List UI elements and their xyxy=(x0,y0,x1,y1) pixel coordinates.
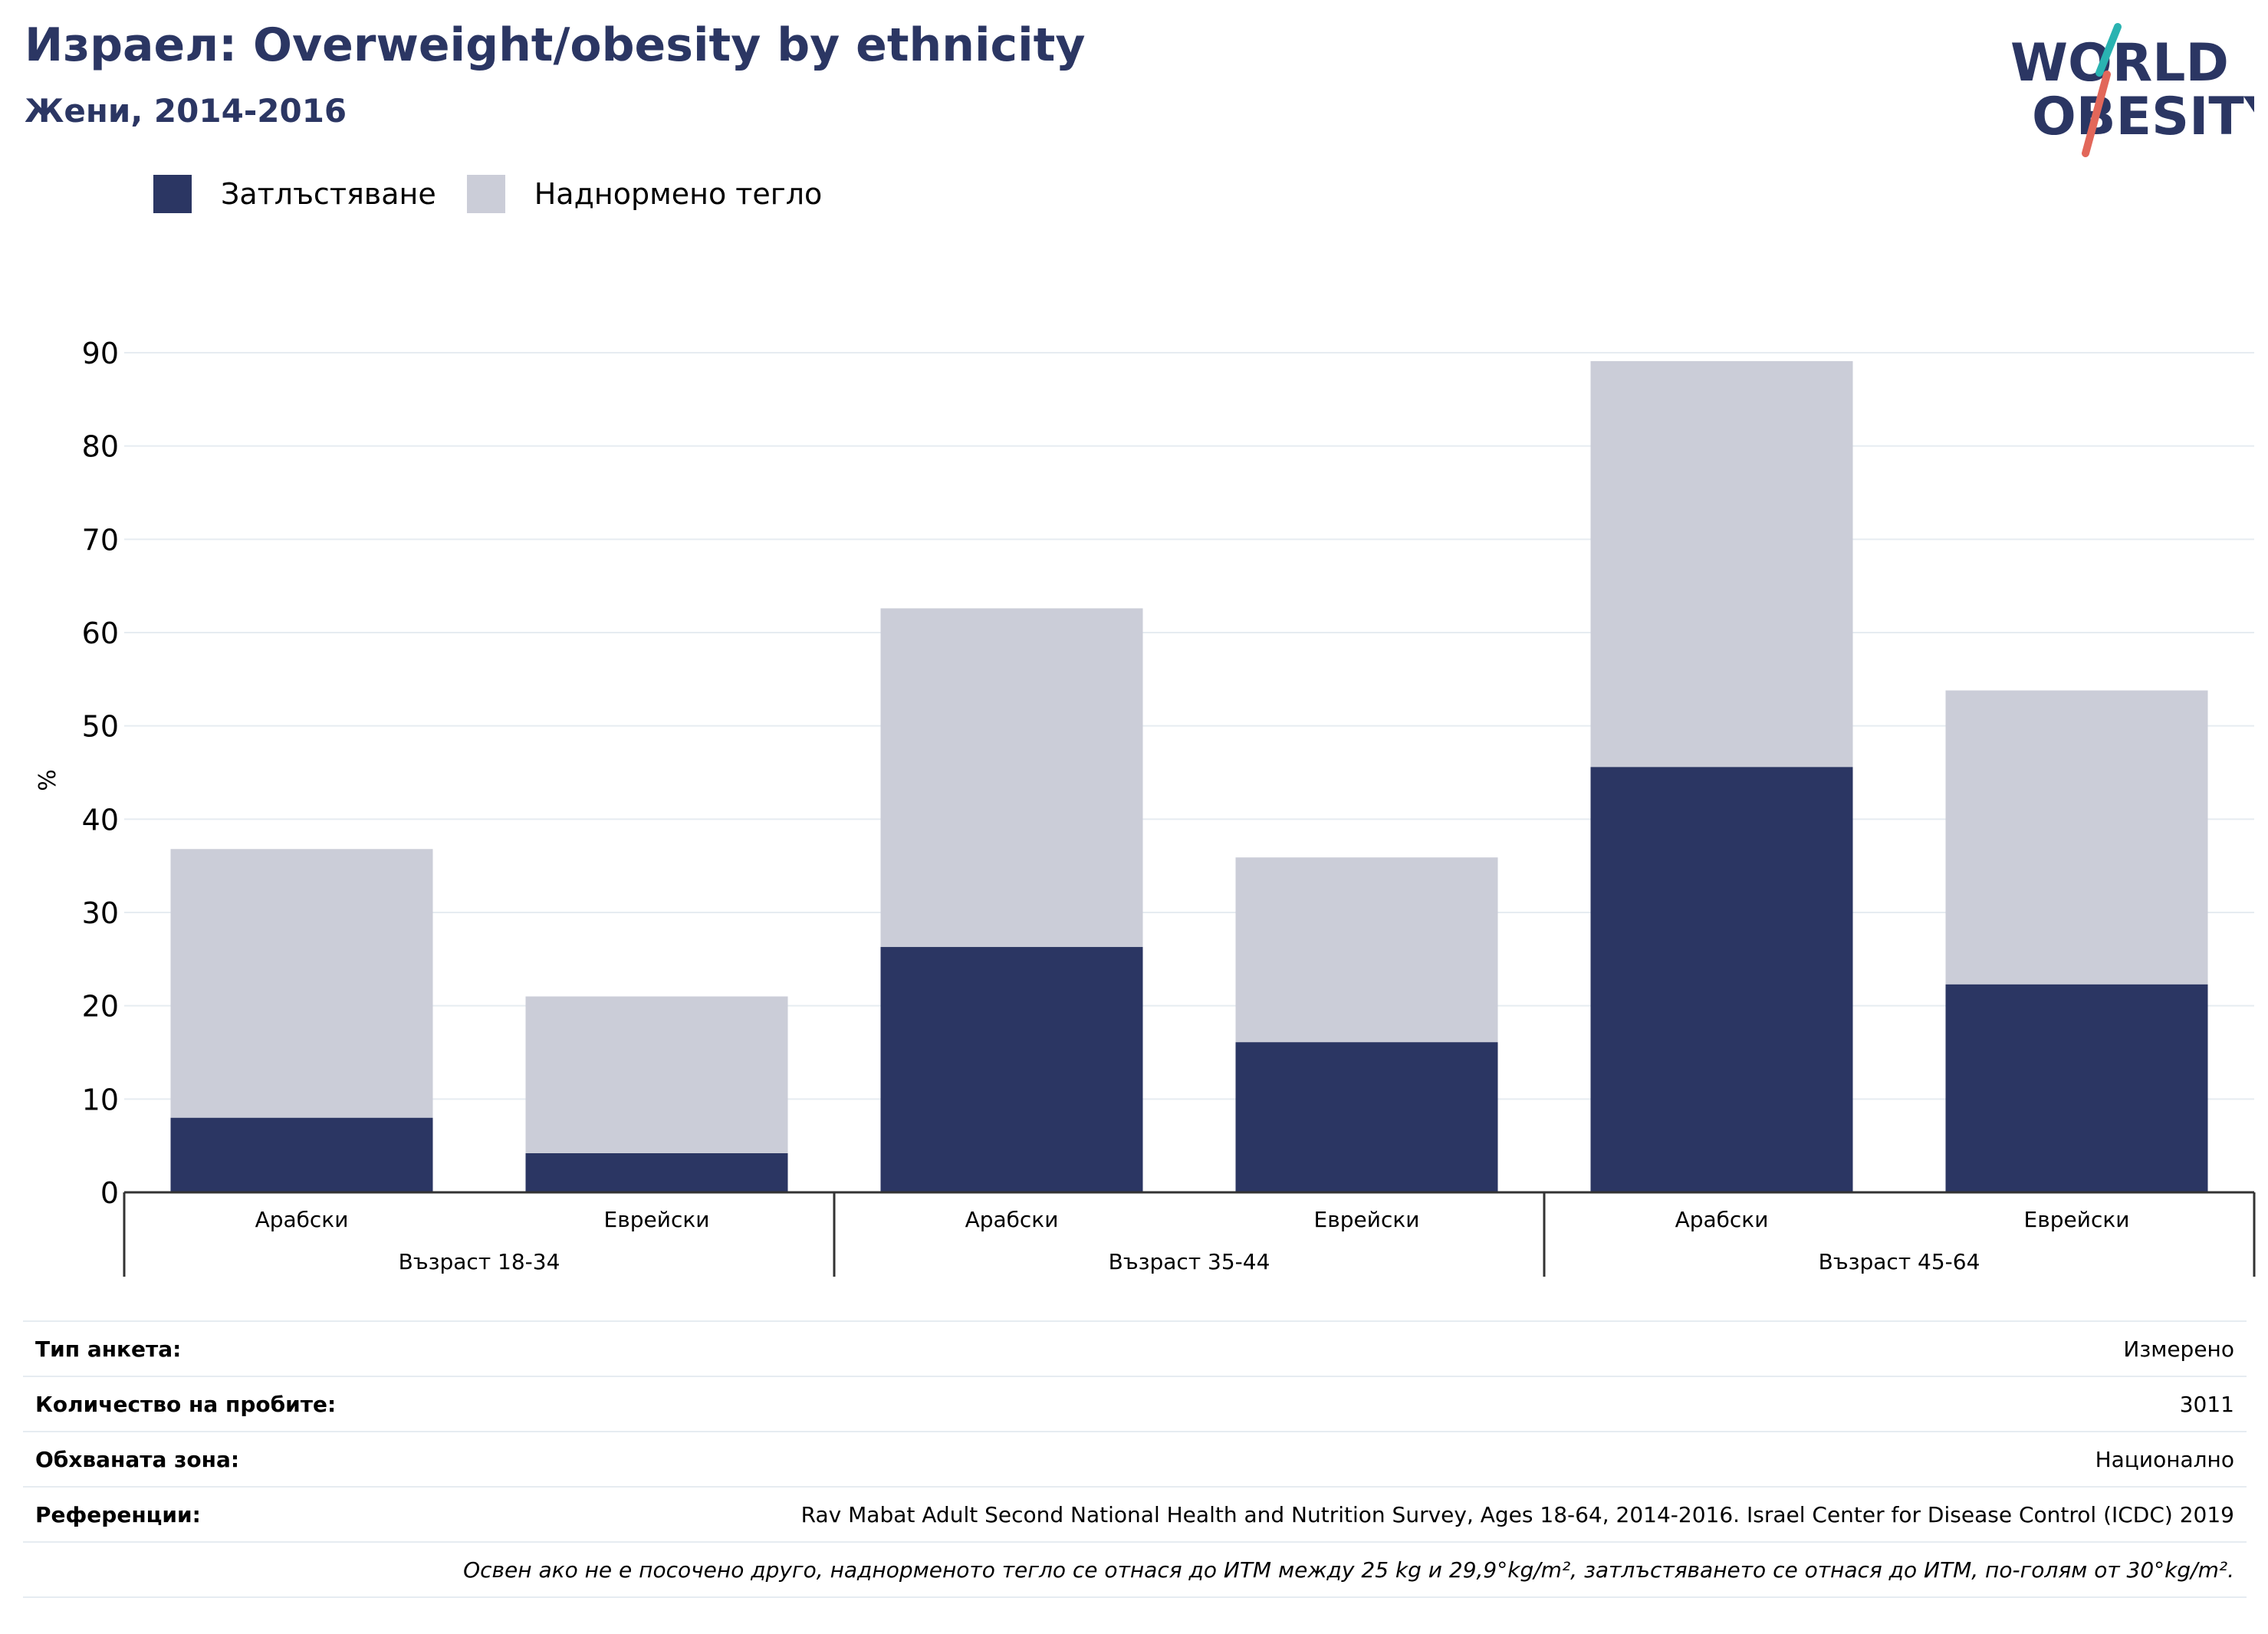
chart-title: Израел: Overweight/obesity by ethnicity xyxy=(25,18,1086,72)
logo-accent-teal xyxy=(2095,23,2122,77)
bar-chart: 0 10 20 30 40 50 60 70 80 90% Арабски Еврейски Арабс… xyxy=(35,337,2256,1277)
group-label: Възраст 45-64 xyxy=(1819,1249,1980,1274)
info-row-survey-type: Тип анкета: Измерено xyxy=(23,1320,2247,1376)
y-tick-label: 90 xyxy=(82,337,119,370)
info-note: Освен ако не е посочено друго, наднормен… xyxy=(463,1557,2234,1583)
legend-swatch-obesity xyxy=(153,175,192,213)
y-tick-label: 50 xyxy=(82,710,119,744)
group-label: Възраст 18-34 xyxy=(399,1249,560,1274)
legend-label-overweight: Наднормено тегло xyxy=(534,177,823,211)
y-axis-label: % xyxy=(35,769,61,791)
group-label: Възраст 35-44 xyxy=(1109,1249,1270,1274)
world-obesity-logo: WORLD OBESITY xyxy=(2010,23,2254,157)
logo-line2: OBESITY xyxy=(2032,87,2254,147)
info-value-references: Rav Mabat Adult Second National Health a… xyxy=(800,1501,2234,1527)
y-tick-label: 20 xyxy=(82,990,119,1024)
bar-overweight xyxy=(1590,360,1853,768)
info-key-references: Референции: xyxy=(35,1501,201,1527)
y-tick-label: 40 xyxy=(82,803,119,837)
chart-legend: Затлъстяване Наднормено тегло xyxy=(153,175,853,213)
info-row-sample-size: Количество на пробите: 3011 xyxy=(23,1376,2247,1431)
logo-accent-coral xyxy=(2082,71,2111,157)
info-key-sample-size: Количество на пробите: xyxy=(35,1391,337,1417)
bar-obesity xyxy=(880,947,1143,1192)
bar-overweight xyxy=(880,608,1143,948)
bar-overweight xyxy=(1945,690,2208,985)
chart-subtitle: Жени, 2014-2016 xyxy=(25,92,347,130)
info-key-area-covered: Обхваната зона: xyxy=(35,1446,240,1472)
y-tick-label: 80 xyxy=(82,430,119,464)
info-value-area-covered: Национално xyxy=(2095,1446,2234,1472)
bar-obesity xyxy=(1235,1042,1498,1192)
bar-obesity xyxy=(170,1117,433,1192)
info-row-references: Референции: Rav Mabat Adult Second Natio… xyxy=(23,1486,2247,1541)
x-tick-label: Арабски xyxy=(1675,1207,1769,1232)
legend-label-obesity: Затлъстяване xyxy=(221,177,436,211)
info-row-note: Освен ако не е посочено друго, наднормен… xyxy=(23,1541,2247,1598)
y-tick-label: 70 xyxy=(82,523,119,557)
survey-info-table: Тип анкета: Измерено Количество на проби… xyxy=(23,1320,2247,1598)
x-tick-label: Арабски xyxy=(255,1207,349,1232)
logo-line1: WORLD xyxy=(2010,33,2229,94)
x-tick-label: Арабски xyxy=(965,1207,1059,1232)
bar-overweight xyxy=(1235,857,1498,1043)
legend-swatch-overweight xyxy=(466,175,505,213)
bar-obesity xyxy=(1945,984,2208,1192)
y-tick-label: 30 xyxy=(82,896,119,930)
legend-item-obesity: Затлъстяване xyxy=(153,175,436,213)
bar-obesity xyxy=(1590,767,1853,1192)
legend-item-overweight: Наднормено тегло xyxy=(466,175,823,213)
info-value-survey-type: Измерено xyxy=(2123,1336,2234,1362)
y-tick-label: 60 xyxy=(82,616,119,650)
info-key-survey-type: Тип анкета: xyxy=(35,1336,182,1362)
x-tick-label: Еврейски xyxy=(2024,1207,2130,1232)
info-row-area-covered: Обхваната зона: Национално xyxy=(23,1431,2247,1486)
bar-overweight xyxy=(525,996,788,1153)
info-value-sample-size: 3011 xyxy=(2179,1391,2234,1417)
y-tick-label: 10 xyxy=(82,1083,119,1116)
bar-obesity xyxy=(525,1152,788,1192)
y-tick-label: 0 xyxy=(100,1176,119,1210)
x-tick-label: Еврейски xyxy=(1314,1207,1420,1232)
bar-overweight xyxy=(170,849,433,1118)
x-tick-label: Еврейски xyxy=(604,1207,710,1232)
